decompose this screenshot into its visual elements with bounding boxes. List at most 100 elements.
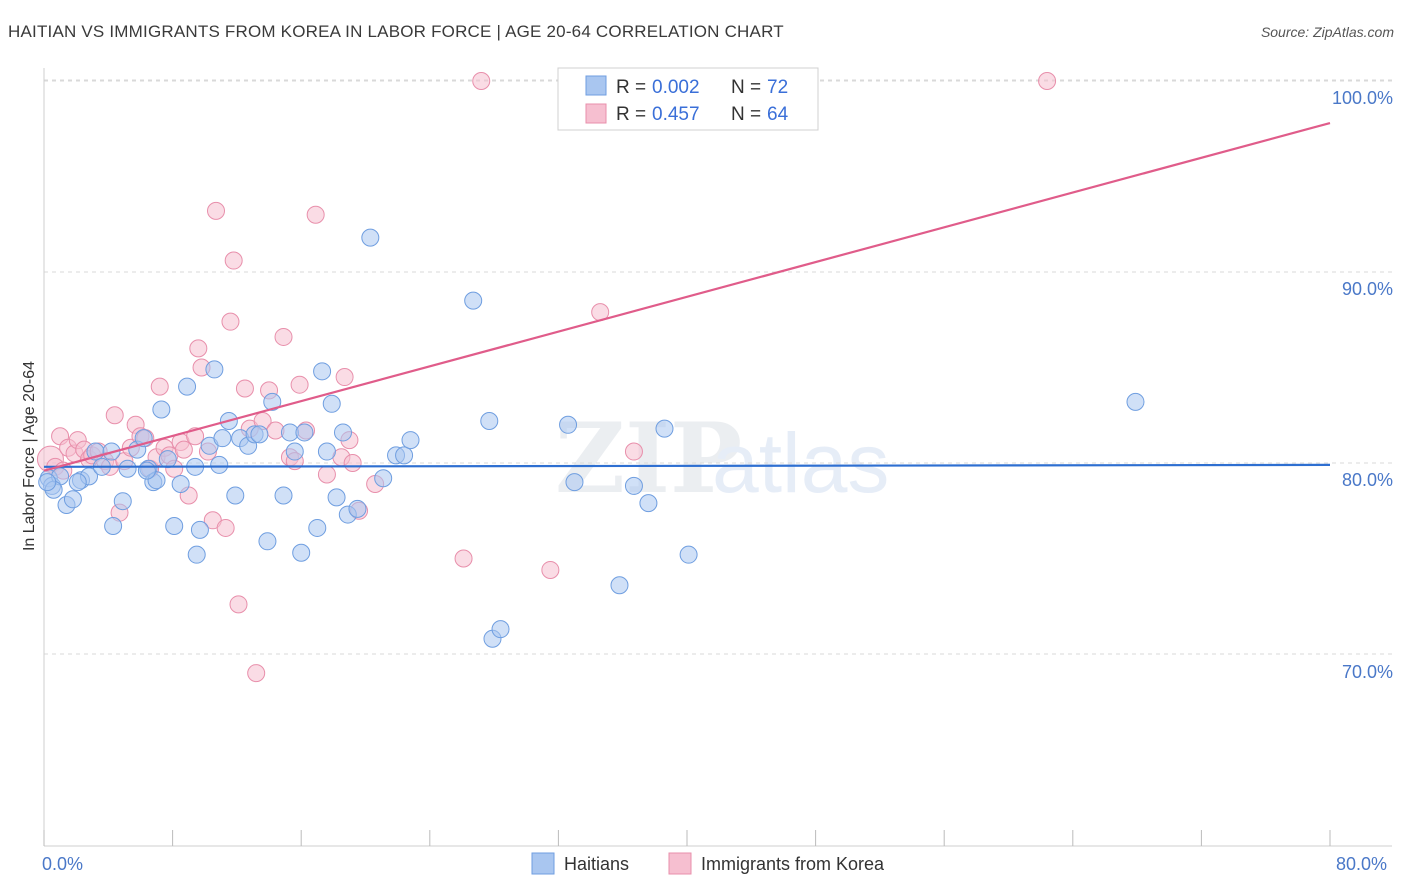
korea-point — [624, 442, 643, 461]
korea-point — [306, 205, 325, 224]
haitian-point — [171, 475, 190, 494]
haitian-point — [348, 499, 367, 518]
haitian-point — [38, 473, 57, 492]
legend-n-value-haitians: 72 — [767, 77, 788, 98]
korea-point — [343, 454, 362, 472]
haitian-point — [226, 486, 245, 505]
haitian-point — [374, 469, 393, 488]
y-tick-label-100: 100.0% — [1332, 88, 1393, 108]
korea-point — [290, 375, 309, 394]
haitian-point — [361, 228, 380, 247]
haitian-point — [480, 411, 499, 430]
haitian-point — [165, 517, 184, 536]
haitian-point — [210, 455, 229, 474]
haitian-point — [274, 486, 293, 505]
haitian-point — [205, 360, 224, 379]
haitian-point — [464, 291, 483, 310]
legend-swatch-haitians — [585, 75, 607, 96]
haitian-point — [565, 473, 584, 492]
bottom-legend: Haitians Immigrants from Korea — [531, 852, 885, 875]
y-tick-label-70: 70.0% — [1342, 662, 1393, 682]
haitian-point — [137, 461, 156, 480]
korea-point — [454, 549, 473, 568]
legend-r-label-korea: R = — [616, 104, 646, 125]
korea-point — [472, 72, 491, 90]
korea-point — [189, 339, 208, 358]
legend-r-label-haitians: R = — [616, 77, 646, 98]
haitian-point — [333, 423, 352, 442]
korea-point — [229, 595, 248, 614]
legend-r-value-haitians: 0.002 — [652, 77, 700, 98]
korea-point — [174, 440, 193, 459]
haitian-point — [317, 442, 336, 461]
haitian-point — [327, 488, 346, 507]
haitian-point — [113, 492, 132, 511]
haitian-point — [68, 473, 87, 492]
haitian-point — [158, 450, 177, 469]
korea-point — [541, 560, 560, 579]
grid — [44, 79, 1392, 655]
source-attribution: Source: ZipAtlas.com — [1260, 24, 1394, 40]
korea-point — [317, 465, 336, 484]
haitian-point — [1126, 392, 1145, 411]
haitian-point — [624, 476, 643, 495]
bottom-legend-swatch-korea — [668, 852, 692, 875]
y-axis-label: In Labor Force | Age 20-64 — [21, 361, 38, 551]
legend: R = 0.002 N = 72 R = 0.457 N = 64 — [557, 67, 819, 131]
haitian-point — [292, 543, 311, 562]
trend-lines — [43, 121, 1331, 472]
haitian-point — [190, 520, 209, 539]
haitian-point — [213, 429, 232, 448]
chart-title: HAITIAN VS IMMIGRANTS FROM KOREA IN LABO… — [8, 22, 784, 41]
haitian-point — [655, 419, 674, 438]
x-tick-label-min: 0.0% — [42, 854, 83, 874]
haitian-point — [491, 620, 510, 639]
x-tick-label-max: 80.0% — [1336, 854, 1387, 874]
haitians-trend-line — [43, 463, 1331, 468]
haitian-point — [401, 431, 420, 450]
korea-point — [216, 518, 235, 537]
x-axis-ticks — [43, 830, 1331, 846]
haitian-point — [313, 362, 332, 381]
haitian-point — [104, 517, 123, 536]
legend-r-value-korea: 0.457 — [652, 104, 700, 125]
korea-point — [207, 201, 226, 220]
haitian-point — [178, 377, 197, 396]
bottom-legend-label-korea: Immigrants from Korea — [701, 854, 885, 874]
korea-point — [105, 406, 124, 425]
korea-points — [36, 72, 1057, 683]
haitian-point — [285, 442, 304, 461]
haitian-point — [263, 392, 282, 411]
haitian-point — [187, 545, 206, 564]
korea-point — [274, 327, 293, 346]
y-tick-labels: 100.0% 90.0% 80.0% 70.0% — [1332, 88, 1393, 682]
korea-trend-line — [43, 121, 1331, 472]
haitian-point — [152, 400, 171, 419]
haitian-point — [610, 576, 629, 595]
haitian-point — [322, 394, 341, 413]
haitian-point — [295, 423, 314, 442]
korea-point — [224, 251, 243, 270]
legend-swatch-korea — [585, 103, 607, 124]
haitian-point — [258, 532, 277, 551]
bottom-legend-swatch-haitians — [531, 852, 555, 875]
haitian-point — [639, 494, 658, 513]
korea-point — [235, 379, 254, 398]
haitian-point — [395, 446, 414, 465]
korea-point — [150, 377, 169, 396]
y-tick-label-80: 80.0% — [1342, 470, 1393, 490]
haitian-point — [559, 415, 578, 434]
watermark: ZIP atlas — [555, 402, 889, 515]
legend-n-label-haitians: N = — [731, 77, 761, 98]
legend-n-value-korea: 64 — [767, 104, 789, 125]
bottom-legend-label-haitians: Haitians — [564, 854, 629, 874]
haitian-point — [118, 459, 137, 478]
haitian-point — [679, 545, 698, 564]
y-tick-label-90: 90.0% — [1342, 279, 1393, 299]
korea-point — [1038, 72, 1057, 90]
korea-point — [221, 312, 240, 331]
haitian-point — [63, 490, 82, 509]
legend-n-label-korea: N = — [731, 104, 761, 125]
korea-point — [335, 368, 354, 387]
